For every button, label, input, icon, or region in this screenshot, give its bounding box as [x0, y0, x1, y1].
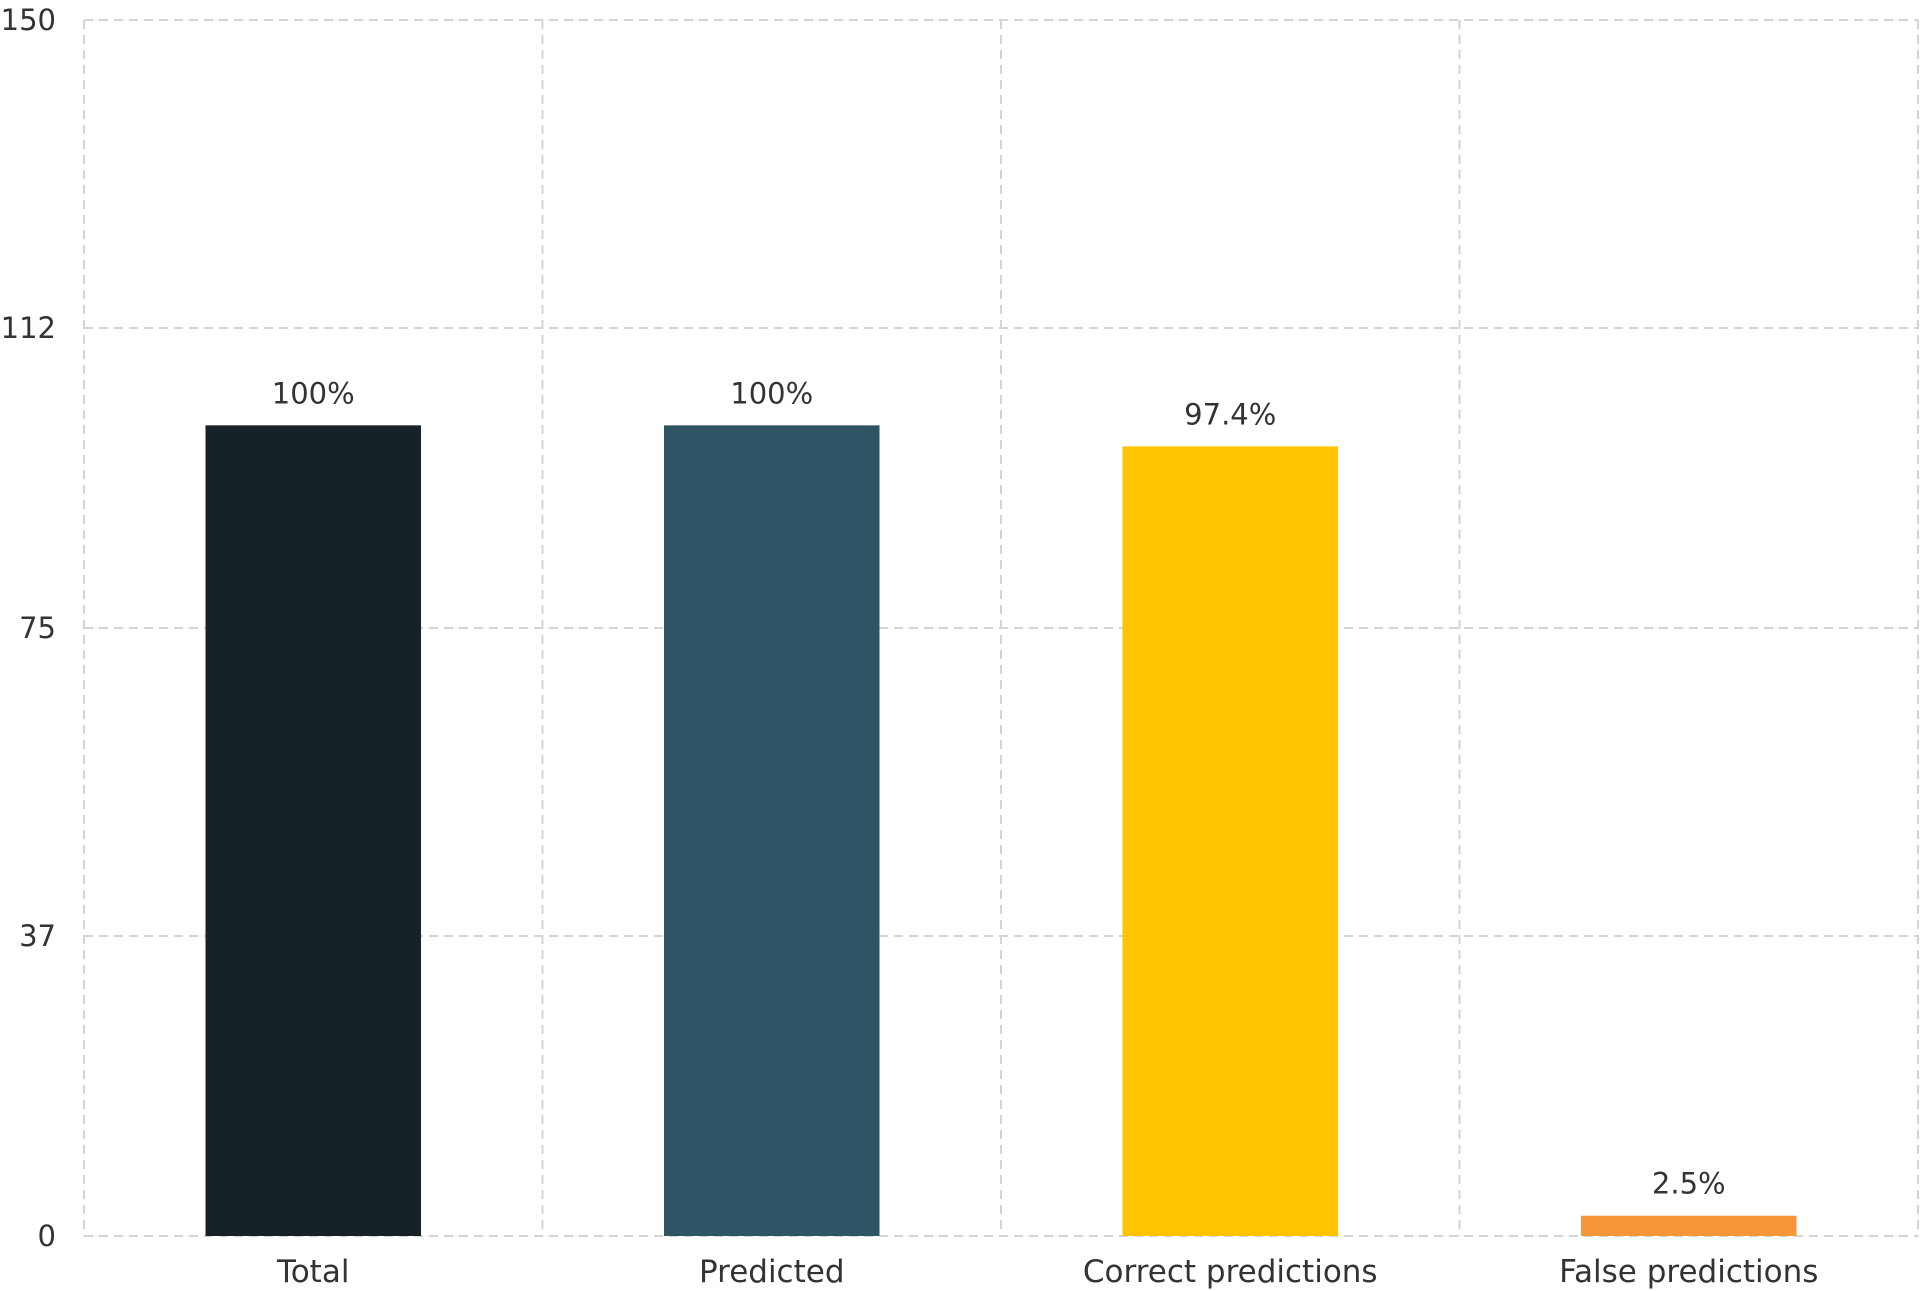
y-tick-label: 75: [19, 611, 56, 645]
y-axis-ticks: 0 37 75 112 150: [1, 3, 56, 1253]
x-category-label: Total: [276, 1254, 349, 1290]
data-labels: 100% 100% 97.4% 2.5%: [272, 376, 1726, 1200]
y-tick-label: 150: [1, 3, 56, 37]
x-category-label: Predicted: [699, 1254, 845, 1290]
bar: [664, 425, 880, 1236]
y-tick-label: 112: [1, 311, 56, 345]
data-label: 100%: [272, 376, 355, 410]
data-label: 2.5%: [1652, 1167, 1726, 1201]
x-category-label: Correct predictions: [1083, 1254, 1378, 1290]
y-tick-label: 37: [19, 919, 56, 953]
data-label: 97.4%: [1184, 397, 1276, 431]
bar: [205, 425, 421, 1236]
bars: [205, 425, 1797, 1237]
x-axis-labels: Total Predicted Correct predictions False p…: [276, 1254, 1818, 1290]
x-category-label: False predictions: [1559, 1254, 1818, 1290]
data-label: 100%: [730, 376, 813, 410]
y-tick-label: 0: [38, 1219, 56, 1253]
bar: [1581, 1215, 1797, 1236]
bar: [1122, 446, 1338, 1237]
